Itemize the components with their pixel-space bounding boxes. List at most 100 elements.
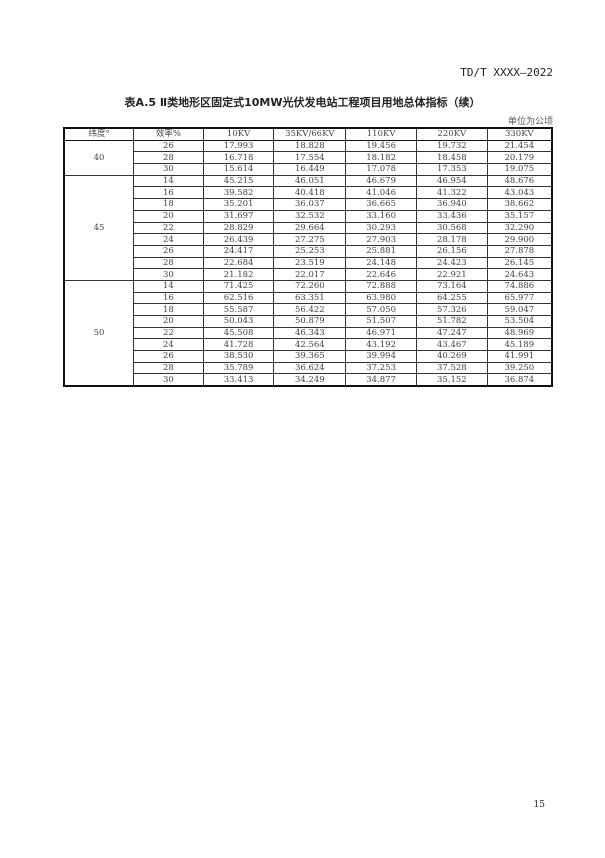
value-cell: 41.046 [345,186,417,200]
value-cell: 57.326 [415,303,488,316]
value-cell: 46.343 [273,326,347,340]
value-cell: 41.991 [486,350,553,363]
value-cell: 17.993 [202,139,275,153]
value-cell: 22.646 [345,268,417,281]
value-cell: 38.530 [202,350,275,363]
value-cell: 39.582 [202,186,275,200]
table-row: 30 15.614 16.449 17.078 17.353 19.075 [64,163,553,176]
value-cell: 43.043 [486,186,553,200]
value-cell: 26.156 [415,244,488,258]
value-cell: 50.043 [202,315,275,328]
efficiency-cell: 22 [133,326,204,340]
value-cell: 17.554 [273,151,347,165]
value-cell: 35.201 [202,198,275,211]
table-row: 16 62.516 63.351 63.980 64.255 65.977 [64,291,553,305]
value-cell: 22.017 [273,268,347,281]
column-header: 110KV [345,127,417,141]
efficiency-cell: 20 [133,209,204,223]
value-cell: 30.568 [415,221,488,235]
value-cell: 45.508 [202,326,275,340]
efficiency-cell: 18 [133,198,204,211]
value-cell: 37.253 [345,361,417,375]
unit-note: 单位为公顷 [507,117,553,127]
value-cell: 18.458 [415,151,488,165]
value-cell: 18.182 [345,151,417,165]
efficiency-cell: 30 [133,373,204,387]
table-row: 40 26 17.993 18.828 19.456 19.732 21.454 [63,139,553,176]
value-cell: 36.874 [486,373,553,387]
value-cell: 42.564 [273,338,347,352]
value-cell: 24.643 [486,268,553,281]
value-cell: 24.148 [345,256,417,270]
value-cell: 33.160 [345,209,417,223]
efficiency-cell: 26 [133,244,204,258]
efficiency-cell: 18 [133,303,204,316]
value-cell: 41.322 [415,186,488,200]
value-cell: 48.969 [486,326,553,340]
efficiency-cell: 20 [133,315,204,328]
value-cell: 23.519 [273,256,347,270]
value-cell: 18.828 [273,139,347,153]
value-cell: 26.439 [202,233,275,246]
table-row: 28 35.789 36.624 37.253 37.528 39.250 [64,361,553,375]
column-header: 220KV [415,127,488,141]
column-header: 330KV [486,127,553,141]
value-cell: 33.413 [202,373,275,387]
value-cell: 48.676 [486,174,553,188]
value-cell: 40.269 [415,350,488,363]
table-row: 30 33.413 34.249 34.877 35.152 36.874 [64,373,553,387]
efficiency-cell: 16 [133,291,204,305]
value-cell: 19.732 [415,139,488,153]
value-cell: 19.075 [486,163,553,176]
value-cell: 20.179 [486,151,553,165]
latitude-cell: 40 [63,139,135,176]
column-header: 10KV [202,127,275,141]
efficiency-cell: 16 [133,186,204,200]
value-cell: 29.664 [273,221,347,235]
value-cell: 36.665 [345,198,417,211]
table-row: 22 28.829 29.664 30.293 30.568 32.290 [64,221,553,235]
value-cell: 59.047 [486,303,553,316]
value-cell: 31.697 [202,209,275,223]
column-header: 纬度° [63,127,135,141]
value-cell: 27.275 [273,233,347,246]
efficiency-cell: 14 [133,174,204,188]
value-cell: 29.900 [486,233,553,246]
value-cell: 35.789 [202,361,275,375]
value-cell: 24.423 [415,256,488,270]
table-row: 18 35.201 36.037 36.665 36.940 38.662 [64,198,553,211]
value-cell: 51.782 [415,315,488,328]
value-cell: 39.365 [273,350,347,363]
value-cell: 32.532 [273,209,347,223]
value-cell: 28.178 [415,233,488,246]
efficiency-cell: 22 [133,221,204,235]
table-row: 50 14 71.425 72.260 72.888 73.164 74.886 [63,279,553,387]
value-cell: 39.994 [345,350,417,363]
column-header: 35KV/66KV [273,127,347,141]
page-number: 15 [533,800,545,810]
efficiency-cell: 28 [133,151,204,165]
efficiency-cell: 28 [133,256,204,270]
value-cell: 36.037 [273,198,347,211]
value-cell: 30.293 [345,221,417,235]
value-cell: 45.189 [486,338,553,352]
value-cell: 40.418 [273,186,347,200]
value-cell: 53.504 [486,315,553,328]
value-cell: 22.684 [202,256,275,270]
table-row: 24 26.439 27.275 27.903 28.178 29.900 [64,233,553,246]
value-cell: 50.879 [273,315,347,328]
table-row: 30 21.182 22.017 22.646 22.921 24.643 [64,268,553,281]
value-cell: 32.290 [486,221,553,235]
value-cell: 36.624 [273,361,347,375]
value-cell: 22.921 [415,268,488,281]
value-cell: 15.614 [202,163,275,176]
value-cell: 35.152 [415,373,488,387]
land-use-table: 纬度° 效率% 10KV 35KV/66KV 110KV 220KV 330KV 40 26 1… [63,127,553,388]
value-cell: 37.528 [415,361,488,375]
value-cell: 27.903 [345,233,417,246]
value-cell: 17.353 [415,163,488,176]
value-cell: 46.971 [345,326,417,340]
value-cell: 38.662 [486,198,553,211]
table-row: 26 24.417 25.253 25.881 26.156 27.878 [64,244,553,258]
value-cell: 62.516 [202,291,275,305]
